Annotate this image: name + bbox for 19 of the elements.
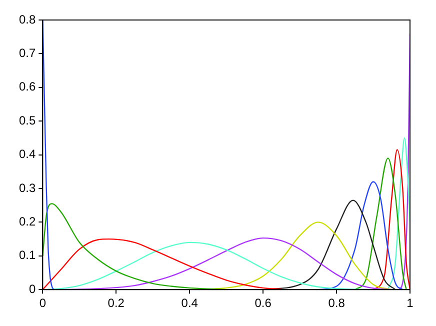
y-tick-label: 0.1 [18,248,36,262]
line-series [372,149,410,290]
y-tick-label: 0.6 [18,80,36,94]
y-tick-label: 0 [28,282,36,296]
y-tick-label: 0.7 [18,46,36,60]
x-tick-label: 1 [406,296,414,310]
x-tick-label: 0.6 [254,296,272,310]
y-tick-label: 0.8 [18,12,36,26]
line-series [387,137,410,290]
y-tick-label: 0.3 [18,180,36,195]
line-series [42,238,282,290]
x-tick-label: 0.2 [108,296,125,310]
x-tick-label: 0.8 [328,296,346,310]
y-tick-label: 0.4 [18,147,36,162]
x-tick-label: 0 [39,296,46,310]
x-tick-label: 0.4 [181,296,198,310]
y-tick-label: 0.5 [18,113,36,128]
line-series [354,158,407,290]
y-tick-label: 0.2 [18,214,36,229]
